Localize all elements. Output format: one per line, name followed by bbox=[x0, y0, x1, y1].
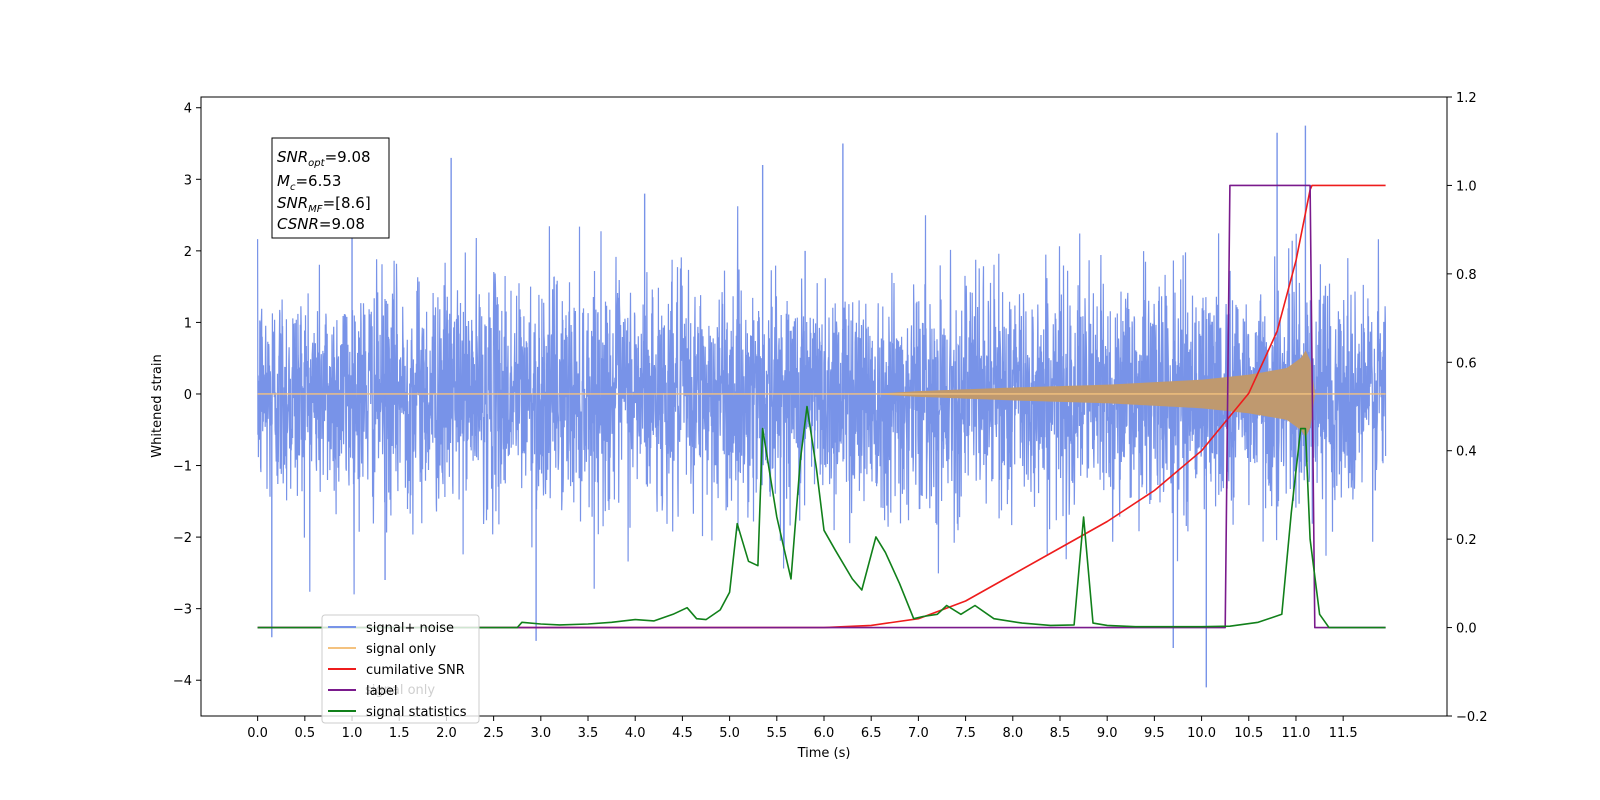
series-cumulative-snr bbox=[257, 184, 1386, 629]
x-tick-label: 1.0 bbox=[342, 726, 363, 741]
y-tick-label: −1 bbox=[173, 460, 192, 475]
x-tick-label: 10.0 bbox=[1187, 726, 1216, 741]
x-tick-label: 4.0 bbox=[625, 726, 646, 741]
x-tick-label: 11.0 bbox=[1281, 726, 1310, 741]
annotation-box: SNRopt=9.08 Mc=6.53 SNRMF=[8.6] CSNR=9.0… bbox=[271, 137, 390, 239]
y-axis-label: Whitened strain bbox=[150, 354, 165, 457]
legend-entry: cumilative SNR bbox=[366, 663, 465, 678]
data-layer bbox=[257, 125, 1387, 688]
x-tick-label: 0.0 bbox=[247, 726, 268, 741]
x-tick-label: 9.5 bbox=[1144, 726, 1165, 741]
legend-entry: label bbox=[366, 684, 397, 699]
y2-tick-label: 1.0 bbox=[1456, 179, 1477, 194]
annotation-snr-mf: SNRMF=[8.6] bbox=[277, 194, 371, 215]
x-tick-label: 7.0 bbox=[908, 726, 929, 741]
x-tick-label: 5.0 bbox=[719, 726, 740, 741]
y2-tick-label: 0.2 bbox=[1456, 533, 1477, 548]
x-tick-label: 3.0 bbox=[530, 726, 551, 741]
x-tick-label: 4.5 bbox=[672, 726, 693, 741]
annotation-csnr: CSNR=9.08 bbox=[277, 215, 365, 233]
y-tick-label: −4 bbox=[173, 674, 192, 689]
x-tick-label: 9.0 bbox=[1097, 726, 1118, 741]
x-tick-label: 11.5 bbox=[1329, 726, 1358, 741]
legend-entry: signal only bbox=[366, 642, 436, 657]
x-tick-label: 3.5 bbox=[578, 726, 599, 741]
x-tick-label: 0.5 bbox=[294, 726, 315, 741]
x-tick-label: 7.5 bbox=[955, 726, 976, 741]
y-axis-left: −4 −3 −2 −1 0 1 2 3 4 bbox=[173, 102, 201, 689]
y-axis-right: −0.2 0.0 0.2 0.4 0.6 0.8 1.0 1.2 bbox=[1447, 91, 1488, 725]
y-tick-label: 0 bbox=[184, 388, 192, 403]
x-tick-label: 2.0 bbox=[436, 726, 457, 741]
y2-tick-label: −0.2 bbox=[1456, 710, 1488, 725]
legend-entry: signal statistics bbox=[366, 705, 467, 720]
legend-hidden-text: signal only bbox=[365, 683, 435, 698]
y-tick-label: 3 bbox=[184, 173, 192, 188]
legend-entry: signal+ noise bbox=[366, 621, 454, 636]
y-tick-label: −2 bbox=[173, 531, 192, 546]
x-tick-label: 8.0 bbox=[1002, 726, 1023, 741]
annotation-snr-opt: SNRopt=9.08 bbox=[277, 148, 371, 169]
legend: signal only signal+ noise signal only cumi… bbox=[321, 614, 480, 724]
series-signal-statistics bbox=[257, 405, 1386, 629]
y-tick-label: 2 bbox=[184, 245, 192, 260]
x-tick-label: 6.5 bbox=[861, 726, 882, 741]
x-tick-label: 1.5 bbox=[389, 726, 410, 741]
x-tick-label: 8.5 bbox=[1050, 726, 1071, 741]
x-tick-label: 6.0 bbox=[814, 726, 835, 741]
y-tick-label: 4 bbox=[184, 102, 192, 117]
annotation-mc: Mc=6.53 bbox=[277, 172, 341, 193]
y-tick-label: −3 bbox=[173, 603, 192, 618]
y-tick-label: 1 bbox=[184, 316, 192, 331]
x-tick-label: 2.5 bbox=[483, 726, 504, 741]
y2-tick-label: 0.4 bbox=[1456, 445, 1477, 460]
y2-tick-label: 0.6 bbox=[1456, 356, 1477, 371]
legend-frame bbox=[321, 614, 480, 724]
x-tick-label: 5.5 bbox=[766, 726, 787, 741]
y2-tick-label: 1.2 bbox=[1456, 91, 1477, 106]
x-axis: 0.0 0.5 1.0 1.5 2.0 2.5 3.0 3.5 4.0 4.5 5.0 5.5 6.0 6… bbox=[247, 716, 1358, 741]
series-label bbox=[257, 184, 1386, 629]
y2-tick-label: 0.0 bbox=[1456, 622, 1477, 637]
y2-tick-label: 0.8 bbox=[1456, 268, 1477, 283]
x-axis-label: Time (s) bbox=[797, 746, 851, 761]
x-tick-label: 10.5 bbox=[1234, 726, 1263, 741]
